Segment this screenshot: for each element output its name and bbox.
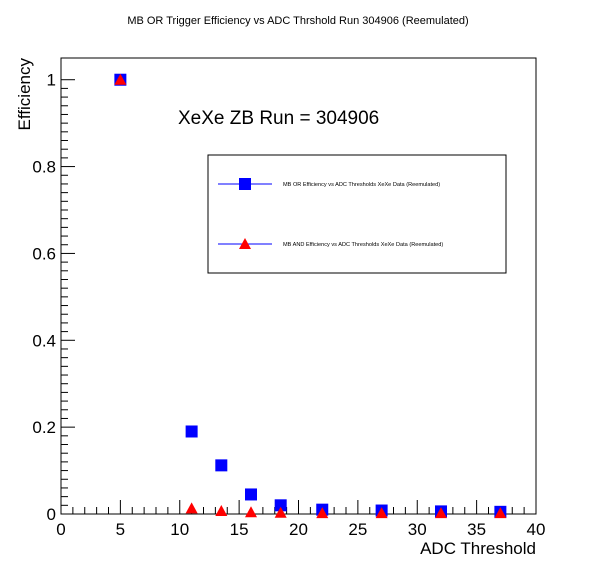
x-tick-label: 35 [467, 520, 486, 539]
point-and-efficiency [245, 506, 257, 518]
point-or-efficiency [185, 425, 198, 438]
data-markers [114, 73, 507, 519]
y-tick-label: 1 [47, 71, 56, 90]
point-or-efficiency [245, 488, 257, 501]
y-tick-label: 0.6 [32, 244, 56, 263]
point-and-efficiency [375, 507, 388, 519]
legend-marker-and [239, 238, 251, 249]
point-and-efficiency [215, 504, 228, 516]
point-or-efficiency [215, 459, 228, 472]
legend-label-and: MB AND Efficiency vs ADC Thresholds XeXe… [283, 242, 443, 248]
y-tick-label: 0.4 [32, 331, 56, 350]
x-tick-label: 5 [116, 520, 125, 539]
x-tick-label: 15 [230, 520, 249, 539]
run-annotation: XeXe ZB Run = 304906 [178, 108, 379, 129]
chart-title: MB OR Trigger Efficiency vs ADC Thrshold… [127, 15, 468, 27]
x-tick-label: 10 [170, 520, 189, 539]
point-and-efficiency [435, 507, 447, 519]
point-and-efficiency [494, 507, 507, 519]
y-axis-label: Efficiency [15, 58, 34, 131]
point-and-efficiency [274, 506, 287, 518]
point-and-efficiency [316, 507, 329, 519]
y-tick-label: 0.8 [32, 158, 56, 177]
point-and-efficiency [114, 73, 127, 85]
point-and-efficiency [185, 502, 198, 514]
x-tick-label: 30 [408, 520, 427, 539]
y-axis: 0 0.2 0.4 0.6 0.8 1 [32, 71, 75, 524]
legend-label-or: MB OR Efficiency vs ADC Thresholds XeXe … [283, 182, 440, 188]
x-tick-label: 40 [527, 520, 546, 539]
legend-marker-or [239, 178, 251, 190]
legend: MB OR Efficiency vs ADC Thresholds XeXe … [207, 154, 507, 274]
x-tick-label: 20 [289, 520, 308, 539]
x-tick-label: 25 [348, 520, 367, 539]
x-tick-label: 0 [56, 520, 65, 539]
y-tick-label: 0 [47, 505, 56, 524]
y-tick-label: 0.2 [32, 418, 56, 437]
legend-box [207, 154, 507, 274]
x-axis-label: ADC Threshold [420, 539, 536, 558]
point-or-efficiency [274, 499, 287, 512]
